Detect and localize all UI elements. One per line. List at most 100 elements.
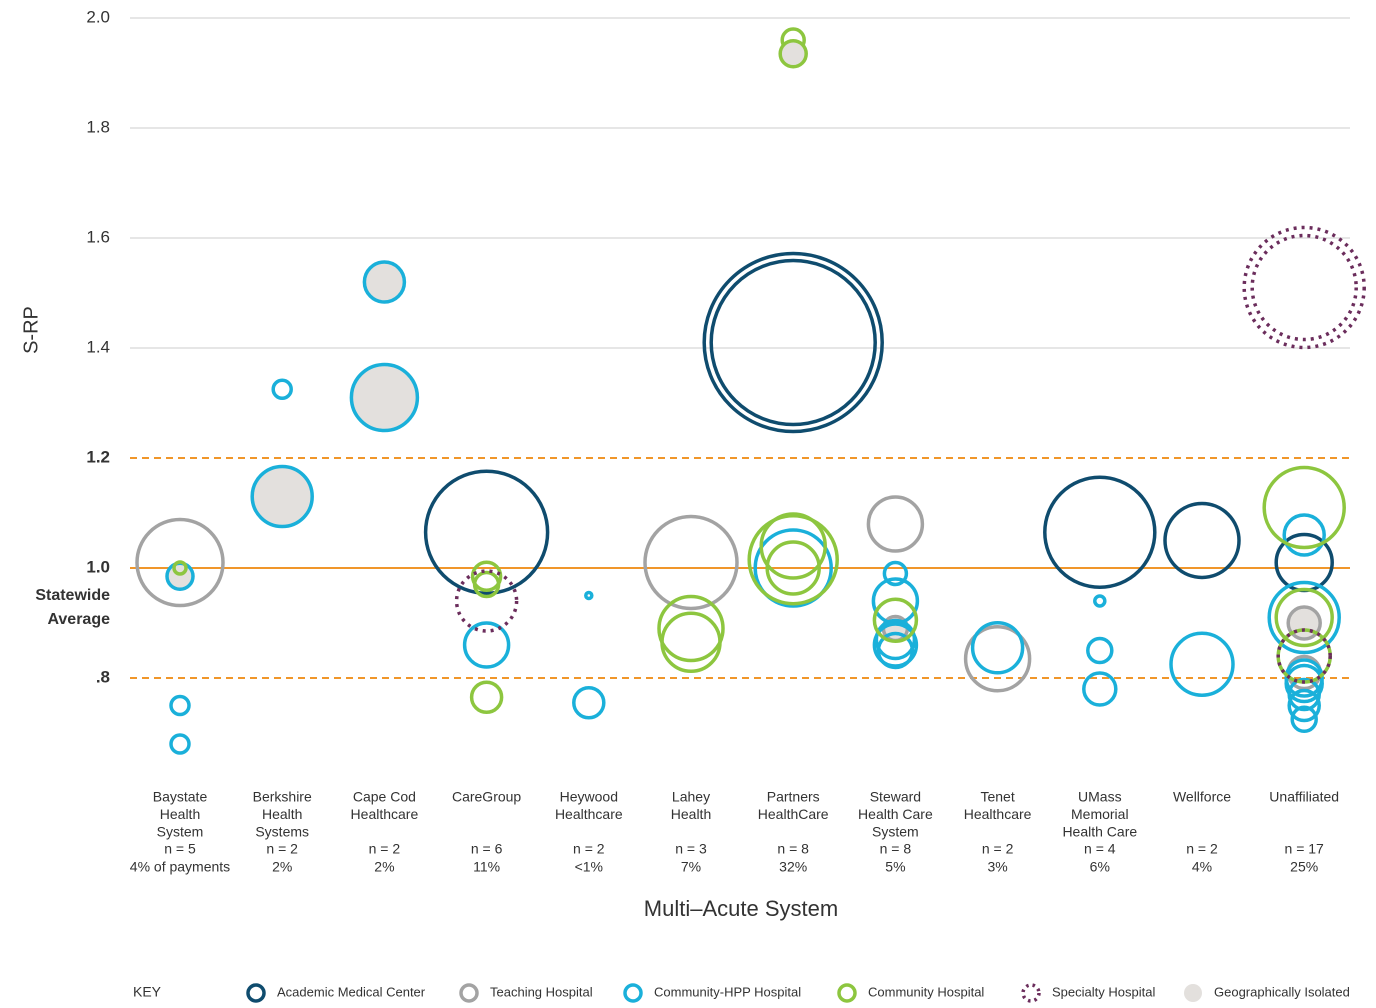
x-tick-label: UMass — [1078, 789, 1122, 805]
bubble — [657, 594, 725, 663]
bubble — [454, 569, 519, 633]
bubble — [1250, 233, 1358, 342]
bubble — [1163, 501, 1241, 580]
x-tick-label: Unaffiliated — [1269, 789, 1339, 805]
legend-label: Teaching Hospital — [490, 984, 593, 999]
legend-swatch — [246, 983, 266, 1003]
bubble — [423, 469, 550, 595]
x-tick-label: Healthcare — [964, 806, 1032, 822]
x-tick-label: Healthcare — [351, 806, 419, 822]
bubble — [702, 251, 884, 434]
count-label: n = 2 — [266, 841, 298, 857]
x-tick-label: Health Care — [1062, 824, 1137, 840]
x-tick-label: Tenet — [980, 789, 1014, 805]
bubble — [1086, 636, 1114, 665]
y-tick-label: 1.4 — [86, 337, 110, 356]
bubble — [169, 694, 191, 717]
x-tick-label: Steward — [870, 789, 921, 805]
bubble — [709, 258, 877, 427]
bubble — [872, 597, 919, 643]
count-label: n = 6 — [471, 841, 503, 857]
bubble — [462, 621, 511, 669]
x-tick-label: Healthcare — [555, 806, 623, 822]
bubble — [469, 680, 504, 714]
share-label: <1% — [575, 859, 603, 875]
bubble — [1274, 587, 1334, 648]
bubble — [1043, 475, 1157, 589]
bubble — [970, 621, 1025, 675]
bubble — [362, 260, 407, 304]
x-tick-label: System — [872, 824, 919, 840]
legend-label: Academic Medical Center — [277, 984, 426, 999]
bubble — [472, 570, 501, 599]
legend-label: Community Hospital — [868, 984, 984, 999]
share-label: 6% — [1090, 859, 1110, 875]
share-label: 2% — [272, 859, 292, 875]
legend-label: Community-HPP Hospital — [654, 984, 801, 999]
count-label: n = 5 — [164, 841, 196, 857]
bubble — [1093, 594, 1107, 608]
x-tick-label: Lahey — [672, 789, 710, 805]
bubble — [866, 495, 925, 553]
bubble — [1287, 688, 1321, 723]
count-label: n = 2 — [982, 841, 1014, 857]
bubble — [1082, 671, 1118, 707]
x-tick-label: CareGroup — [452, 789, 521, 805]
share-label: 25% — [1290, 859, 1318, 875]
y-tick-label: 1.0 — [86, 557, 110, 576]
bubble — [1287, 677, 1321, 712]
legend-title: KEY — [133, 984, 162, 1000]
y-axis-title: S-RP — [20, 306, 42, 354]
bubble — [135, 517, 225, 608]
bubble — [963, 625, 1032, 693]
share-label: 4% — [1192, 859, 1212, 875]
count-label: n = 8 — [880, 841, 912, 857]
legend-swatch — [837, 983, 857, 1003]
bubble — [759, 512, 827, 580]
x-tick-label: Cape Cod — [353, 789, 416, 805]
legend-label: Geographically Isolated — [1214, 984, 1350, 999]
x-tick-label: Wellforce — [1173, 789, 1231, 805]
legend-swatch — [1021, 983, 1041, 1003]
bubble — [660, 611, 722, 673]
bubble — [778, 39, 808, 69]
bubble — [1282, 513, 1326, 557]
legend-swatch — [1184, 984, 1202, 1002]
bubble — [753, 528, 833, 608]
x-tick-label: Baystate — [153, 789, 208, 805]
share-label: 5% — [885, 859, 905, 875]
bubble — [1267, 580, 1341, 655]
x-tick-label: Memorial — [1071, 806, 1129, 822]
x-tick-label: Partners — [767, 789, 820, 805]
bubble — [584, 590, 594, 601]
x-tick-label: Health — [671, 806, 711, 822]
x-tick-label: Heywood — [560, 789, 618, 805]
bubble — [765, 540, 821, 596]
legend-swatch — [623, 983, 643, 1003]
count-label: n = 4 — [1084, 841, 1116, 857]
y-tick-label: 2.0 — [86, 7, 110, 26]
x-tick-label: Health — [262, 806, 302, 822]
share-label: 11% — [473, 859, 500, 875]
bubble — [1290, 705, 1318, 733]
bubble — [1242, 225, 1366, 350]
bubble — [1169, 631, 1235, 697]
x-tick-label: System — [157, 824, 204, 840]
y-tick-label: 1.8 — [86, 117, 110, 136]
bubble — [169, 733, 191, 755]
x-tick-label: Berkshire — [253, 789, 312, 805]
bubble — [882, 560, 909, 587]
annotation: Statewide — [35, 587, 110, 604]
bubble — [271, 378, 293, 400]
legend-swatch — [459, 983, 479, 1003]
share-label: 3% — [987, 859, 1007, 875]
count-label: n = 2 — [1186, 841, 1218, 857]
x-tick-label: Health — [160, 806, 200, 822]
annotation: Average — [47, 611, 110, 628]
x-tick-label: Systems — [255, 824, 309, 840]
legend-label: Specialty Hospital — [1052, 984, 1155, 999]
bubble — [172, 560, 188, 576]
bubble — [250, 464, 314, 529]
count-label: n = 3 — [675, 841, 707, 857]
